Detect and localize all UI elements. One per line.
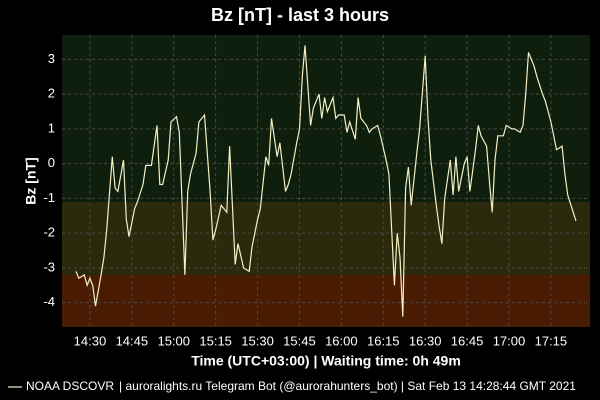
threshold-band: [62, 201, 590, 275]
threshold-band: [62, 35, 590, 202]
x-tick-label: 14:30: [74, 333, 107, 348]
y-tick-label: -2: [43, 225, 55, 240]
x-tick-label: 15:30: [241, 333, 274, 348]
y-tick-label: -3: [43, 259, 55, 274]
footer: | auroralights.ru Telegram Bot (@aurorah…: [119, 379, 576, 393]
x-tick-label: 15:15: [199, 333, 232, 348]
x-tick-label: 16:30: [409, 333, 442, 348]
y-tick-label: 2: [48, 86, 55, 101]
data-line: [75, 45, 577, 317]
x-tick-label: 17:15: [535, 333, 568, 348]
x-tick-label: 15:00: [157, 333, 190, 348]
y-tick-label: -4: [43, 294, 55, 309]
x-tick-label: 17:00: [493, 333, 526, 348]
y-tick-label: 0: [48, 155, 55, 170]
y-axis-label: Bz [nT]: [23, 157, 39, 204]
y-tick-label: 3: [48, 51, 55, 66]
y-tick-label: -1: [43, 190, 55, 205]
x-tick-label: 16:00: [325, 333, 358, 348]
x-tick-label: 16:15: [367, 333, 400, 348]
x-tick-label: 16:45: [451, 333, 484, 348]
x-axis-label: Time (UTC+03:00) | Waiting time: 0h 49m: [191, 353, 461, 369]
chart-title: Bz [nT] - last 3 hours: [211, 5, 389, 25]
legend-label: NOAA DSCOVR: [26, 379, 114, 393]
y-tick-label: 1: [48, 120, 55, 135]
x-tick-label: 15:45: [283, 333, 316, 348]
threshold-band: [62, 274, 590, 327]
x-tick-label: 14:45: [116, 333, 149, 348]
